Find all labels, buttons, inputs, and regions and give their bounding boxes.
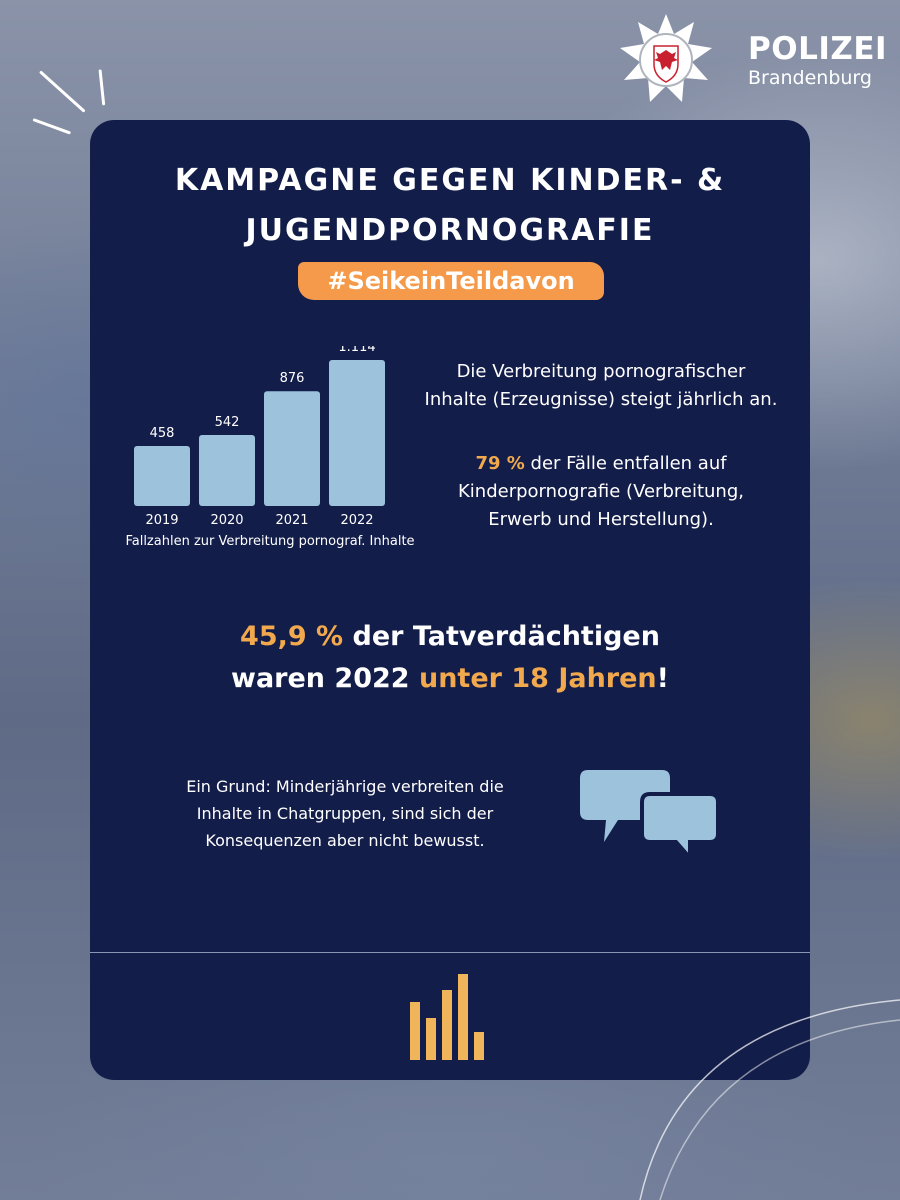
campaign-card: KAMPAGNE GEGEN KINDER- & JUGENDPORNOGRAF… [90,120,810,1080]
share-rest: der Fälle entfallen auf [524,453,727,474]
police-star-emblem-icon [620,14,712,102]
headline-line-1: 45,9 % der Tatverdächtigen [90,616,810,658]
reason-line-1: Ein Grund: Minderjährige verbreiten die [186,777,504,796]
decor-stroke [38,70,86,113]
headline-part-2: waren 2022 [231,663,419,694]
headline-end: ! [656,663,669,694]
title-line-1: KAMPAGNE GEGEN KINDER- & [174,163,726,198]
chat-bubbles-icon [580,770,720,863]
brand-subtitle: Brandenburg [748,67,872,89]
spread-text: Die Verbreitung pornografischer Inhalte … [416,358,786,414]
data-label-2021: 876 [280,371,305,386]
share-line-1: 79 % der Fälle entfallen auf [416,450,786,478]
bar-2021 [264,391,320,506]
bar-chart: 458 2019 542 2020 876 2021 1.114 2022 [134,346,385,528]
reason-text: Ein Grund: Minderjährige verbreiten die … [160,773,530,854]
data-label-2020: 542 [215,415,240,430]
reason-line-2: Inhalte in Chatgruppen, sind sich der [196,804,494,823]
headline-line-2: waren 2022 unter 18 Jahren! [90,658,810,700]
headline-part-1: der Tatverdächtigen [343,621,660,652]
decor-stroke [32,118,72,135]
spread-line-2: Inhalte (Erzeugnisse) steigt jährlich an… [424,389,778,410]
share-text: 79 % der Fälle entfallen auf Kinderporno… [416,450,786,534]
share-line-2: Kinderpornografie (Verbreitung, [458,481,744,502]
headline-highlight: unter 18 Jahren [418,663,657,694]
brand-wordmark: POLIZEI Brandenburg [748,32,887,90]
x-tick-label-2019: 2019 [145,513,178,528]
decor-arcs [639,999,900,1200]
headline-percent: 45,9 % [240,621,344,652]
bar-2022 [329,360,385,506]
divider [90,952,810,953]
data-label-2022: 1.114 [338,346,375,355]
spread-line-1: Die Verbreitung pornografischer [456,361,746,382]
share-value: 79 % [475,453,525,474]
title-line-2: JUGENDPORNOGRAFIE [245,213,655,248]
page-title: KAMPAGNE GEGEN KINDER- & JUGENDPORNOGRAF… [90,156,810,256]
hashtag-badge: #SeikeinTeildavon [298,262,604,300]
share-line-3: Erwerb und Herstellung). [488,509,714,530]
data-label-2019: 458 [150,426,175,441]
brand-title: POLIZEI [748,31,888,67]
bar-2019 [134,445,190,506]
chart-caption: Fallzahlen zur Verbreitung pornograf. In… [125,534,415,549]
headline-statistic: 45,9 % der Tatverdächtigen waren 2022 un… [90,616,810,700]
reason-line-3: Konsequenzen aber nicht bewusst. [205,831,485,850]
x-tick-label-2021: 2021 [275,513,308,528]
decor-stroke [98,69,106,106]
x-tick-label-2022: 2022 [340,513,373,528]
bar-chart-icon [410,974,484,1060]
x-tick-label-2020: 2020 [210,513,243,528]
bar-2020 [199,434,255,506]
